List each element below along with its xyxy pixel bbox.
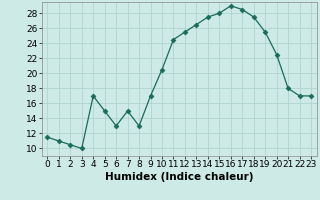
X-axis label: Humidex (Indice chaleur): Humidex (Indice chaleur) [105, 172, 253, 182]
